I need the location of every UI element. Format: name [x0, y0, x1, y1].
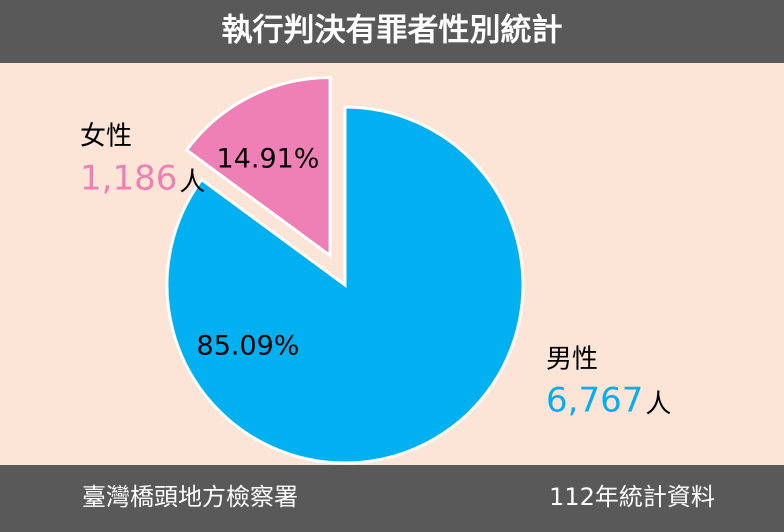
note: 112年統計資料 [549, 483, 715, 511]
value-label: 1,186 [80, 159, 177, 199]
chart-title: 執行判決有罪者性別統計 [222, 13, 563, 49]
pie-slice [184, 76, 332, 259]
category-label: 女性 [80, 122, 132, 152]
percent-label: 85.09% [197, 331, 300, 362]
category-label: 男性 [546, 345, 598, 375]
percent-label: 14.91% [217, 144, 320, 175]
pie-slice [165, 105, 525, 465]
unit-label: 人 [179, 168, 205, 198]
footer-bar [0, 465, 784, 532]
title-bar [0, 0, 784, 63]
value-label: 6,767 [546, 381, 643, 421]
source: 臺灣橋頭地方檢察署 [82, 483, 298, 511]
unit-label: 人 [645, 390, 671, 420]
